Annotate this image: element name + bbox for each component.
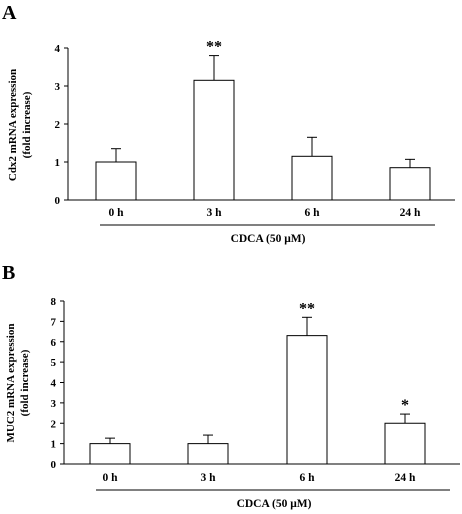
y-tick-label-b: 1 xyxy=(51,439,57,451)
bar-a xyxy=(291,155,333,201)
y-tick-label-b: 4 xyxy=(51,378,57,390)
y-tick-label-b: 3 xyxy=(51,398,57,410)
y-axis-label-b-line1: MUC2 mRNA expression xyxy=(5,324,17,443)
category-label-b: 24 h xyxy=(395,472,416,484)
bar-b xyxy=(286,335,328,465)
bar-b xyxy=(384,422,426,465)
category-label-b: 0 h xyxy=(102,472,118,484)
category-label-a: 6 h xyxy=(304,207,320,219)
bar-b xyxy=(187,443,229,465)
y-tick-label-a: 1 xyxy=(55,157,61,169)
bar-a xyxy=(95,161,137,201)
y-tick-label-b: 2 xyxy=(51,418,57,430)
x-axis-label-a: CDCA (50 μM) xyxy=(231,233,306,245)
bar-b xyxy=(89,443,131,465)
significance-marker-b: * xyxy=(401,397,409,414)
panel-label-a: A xyxy=(2,2,17,24)
plot-a: 0 1 2 3 4 0 h ** 3 h 6 h 24 h xyxy=(55,39,455,226)
y-tick-label-b: 6 xyxy=(51,337,57,349)
bar-a xyxy=(193,79,235,201)
category-label-a: 24 h xyxy=(400,207,421,219)
y-tick-label-b: 5 xyxy=(51,357,57,369)
category-label-a: 0 h xyxy=(108,207,124,219)
category-label-a: 3 h xyxy=(206,207,222,219)
category-label-b: 3 h xyxy=(200,472,216,484)
plot-b: 0 1 2 3 4 5 6 7 8 0 h 3 h ** 6 h * 24 h xyxy=(51,296,460,491)
significance-marker-a: ** xyxy=(206,39,222,56)
y-tick-label-b: 8 xyxy=(51,296,57,308)
significance-marker-b: ** xyxy=(299,300,315,317)
y-tick-label-a: 0 xyxy=(55,195,61,207)
y-axis-label-a-line2: (fold increase) xyxy=(21,91,33,158)
x-axis-label-b: CDCA (50 μM) xyxy=(237,498,312,510)
y-tick-label-a: 4 xyxy=(55,43,61,55)
panel-a: A Cdx2 mRNA expression (fold increase) C… xyxy=(2,2,455,245)
y-axis-label-b-line2: (fold increase) xyxy=(19,349,31,416)
panel-b: B MUC2 mRNA expression (fold increase) C… xyxy=(2,262,460,510)
y-tick-label-a: 3 xyxy=(55,81,61,93)
y-axis-label-a-line1: Cdx2 mRNA expression xyxy=(7,69,19,181)
bar-a xyxy=(389,167,431,201)
y-tick-label-a: 2 xyxy=(55,119,61,131)
y-tick-label-b: 0 xyxy=(51,459,57,471)
panel-label-b: B xyxy=(2,262,15,284)
y-tick-label-b: 7 xyxy=(51,316,57,328)
category-label-b: 6 h xyxy=(299,472,315,484)
